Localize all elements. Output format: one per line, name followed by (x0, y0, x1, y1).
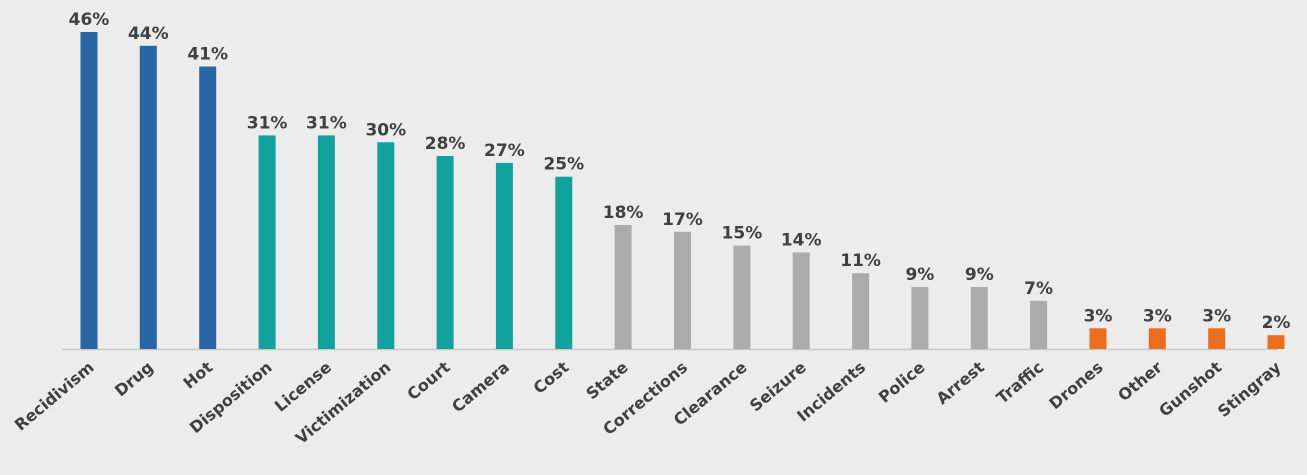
bars-group (80, 32, 1285, 350)
value-label: 2% (1262, 313, 1291, 333)
category-label: Traffic (993, 358, 1047, 408)
value-label: 44% (128, 24, 169, 44)
bar-license (317, 135, 335, 349)
bar-arrest (970, 287, 988, 349)
value-label: 41% (187, 45, 228, 65)
bar-corrections (674, 231, 691, 349)
value-label: 31% (247, 113, 288, 133)
category-label: Court (403, 357, 454, 404)
bar-clearance (733, 245, 751, 349)
value-label: 31% (306, 113, 347, 133)
bar-hot (199, 66, 217, 349)
bar-state (614, 225, 632, 349)
category-label: Arrest (933, 357, 989, 408)
category-label: Other (1114, 357, 1166, 405)
value-label: 7% (1024, 279, 1053, 299)
value-label: 28% (425, 134, 466, 154)
bar-court (436, 156, 454, 349)
value-label: 27% (484, 141, 525, 161)
category-label: Gunshot (1155, 357, 1225, 420)
category-label: Stingray (1214, 357, 1285, 421)
bar-recidivism (80, 32, 98, 349)
bar-drones (1089, 328, 1107, 349)
bar-disposition (258, 135, 276, 349)
value-label: 46% (69, 10, 110, 30)
value-label: 14% (781, 231, 822, 251)
category-label: Hot (180, 357, 217, 392)
bar-cost (555, 176, 573, 349)
value-label: 3% (1084, 306, 1113, 326)
category-label: Drug (111, 358, 157, 401)
category-label: Police (875, 357, 929, 406)
bar-traffic (1030, 300, 1048, 349)
category-label: Drones (1045, 358, 1106, 414)
value-label: 18% (603, 203, 644, 223)
value-label: 9% (965, 265, 994, 285)
category-label: Recidivism (11, 358, 98, 435)
category-label: Camera (448, 358, 513, 417)
category-label: State (582, 357, 631, 403)
value-label: 3% (1143, 306, 1172, 326)
bar-stingray (1267, 335, 1285, 349)
bar-other (1148, 328, 1166, 349)
category-label: Cost (530, 357, 573, 397)
bar-camera (495, 162, 513, 349)
bar-seizure (792, 252, 810, 349)
value-label: 15% (722, 224, 763, 244)
value-label: 9% (905, 265, 934, 285)
value-label: 17% (662, 210, 703, 230)
value-label: 11% (840, 251, 881, 271)
bar-gunshot (1208, 328, 1226, 349)
bar-incidents (852, 273, 870, 349)
category-labels-group: Recidivism Drug HotDispositionLicenseVicti… (11, 357, 1285, 448)
bar-drug (139, 45, 157, 350)
value-labels-group: 46% 44% 41% 31% 31% 30% 28% 27% 25% 18% 17% 15% 14% 1… (69, 10, 1291, 333)
bar-victimization (377, 142, 395, 349)
value-label: 25% (543, 155, 584, 175)
bar-police (911, 287, 929, 349)
value-label: 30% (365, 120, 406, 140)
value-label: 3% (1202, 306, 1231, 326)
